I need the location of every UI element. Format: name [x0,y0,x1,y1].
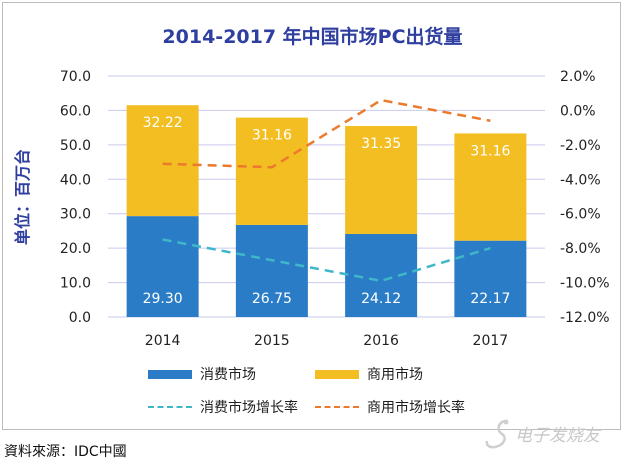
y2-tick-label: -4.0% [560,172,601,188]
y-tick-label: 50.0 [60,138,91,154]
swan-logo-icon [485,419,509,449]
data-label: 31.35 [361,136,401,152]
y-tick-label: 60.0 [60,103,91,119]
y2-tick-label: -2.0% [560,138,601,154]
data-label: 22.17 [470,291,510,307]
x-tick-label: 2016 [363,333,399,349]
line-commercial-growth [162,98,491,169]
y2-tick-label: -6.0% [560,207,601,223]
data-label: 29.30 [143,291,183,307]
bar-commercial [235,117,308,225]
source-note: 資料來源：IDC中國 [4,444,127,460]
watermark: 电子发烧友 [483,415,613,455]
watermark-text: 电子发烧友 [515,426,600,446]
x-tick-label: 2015 [254,333,290,349]
y-tick-label: 0.0 [69,310,91,326]
bar-consumer [454,240,527,317]
x-tick-label: 2017 [473,333,509,349]
x-tick-label: 2014 [145,333,181,349]
y-tick-label: 70.0 [60,69,91,85]
bar-consumer [126,216,199,317]
y-tick-label: 20.0 [60,241,91,257]
y2-tick-label: 2.0% [560,69,596,85]
bar-commercial [454,133,527,241]
y2-tick-label: 0.0% [560,103,596,119]
bar-consumer [235,224,308,317]
data-label: 31.16 [252,128,292,144]
chart-title: 2014-2017 年中国市场PC出货量 [162,26,463,48]
line-consumer-growth [162,238,491,283]
y2-tick-label: -10.0% [560,276,610,292]
bar-commercial [126,105,199,217]
data-label: 26.75 [252,291,292,307]
y-tick-label: 40.0 [60,172,91,188]
y-tick-label: 30.0 [60,207,91,223]
data-label: 24.12 [361,291,401,307]
y-tick-label: 10.0 [60,276,91,292]
data-label: 31.16 [470,143,510,159]
y2-tick-label: -8.0% [560,241,601,257]
bar-commercial [345,126,418,234]
data-label: 32.22 [143,115,183,131]
y2-tick-label: -12.0% [560,310,610,326]
